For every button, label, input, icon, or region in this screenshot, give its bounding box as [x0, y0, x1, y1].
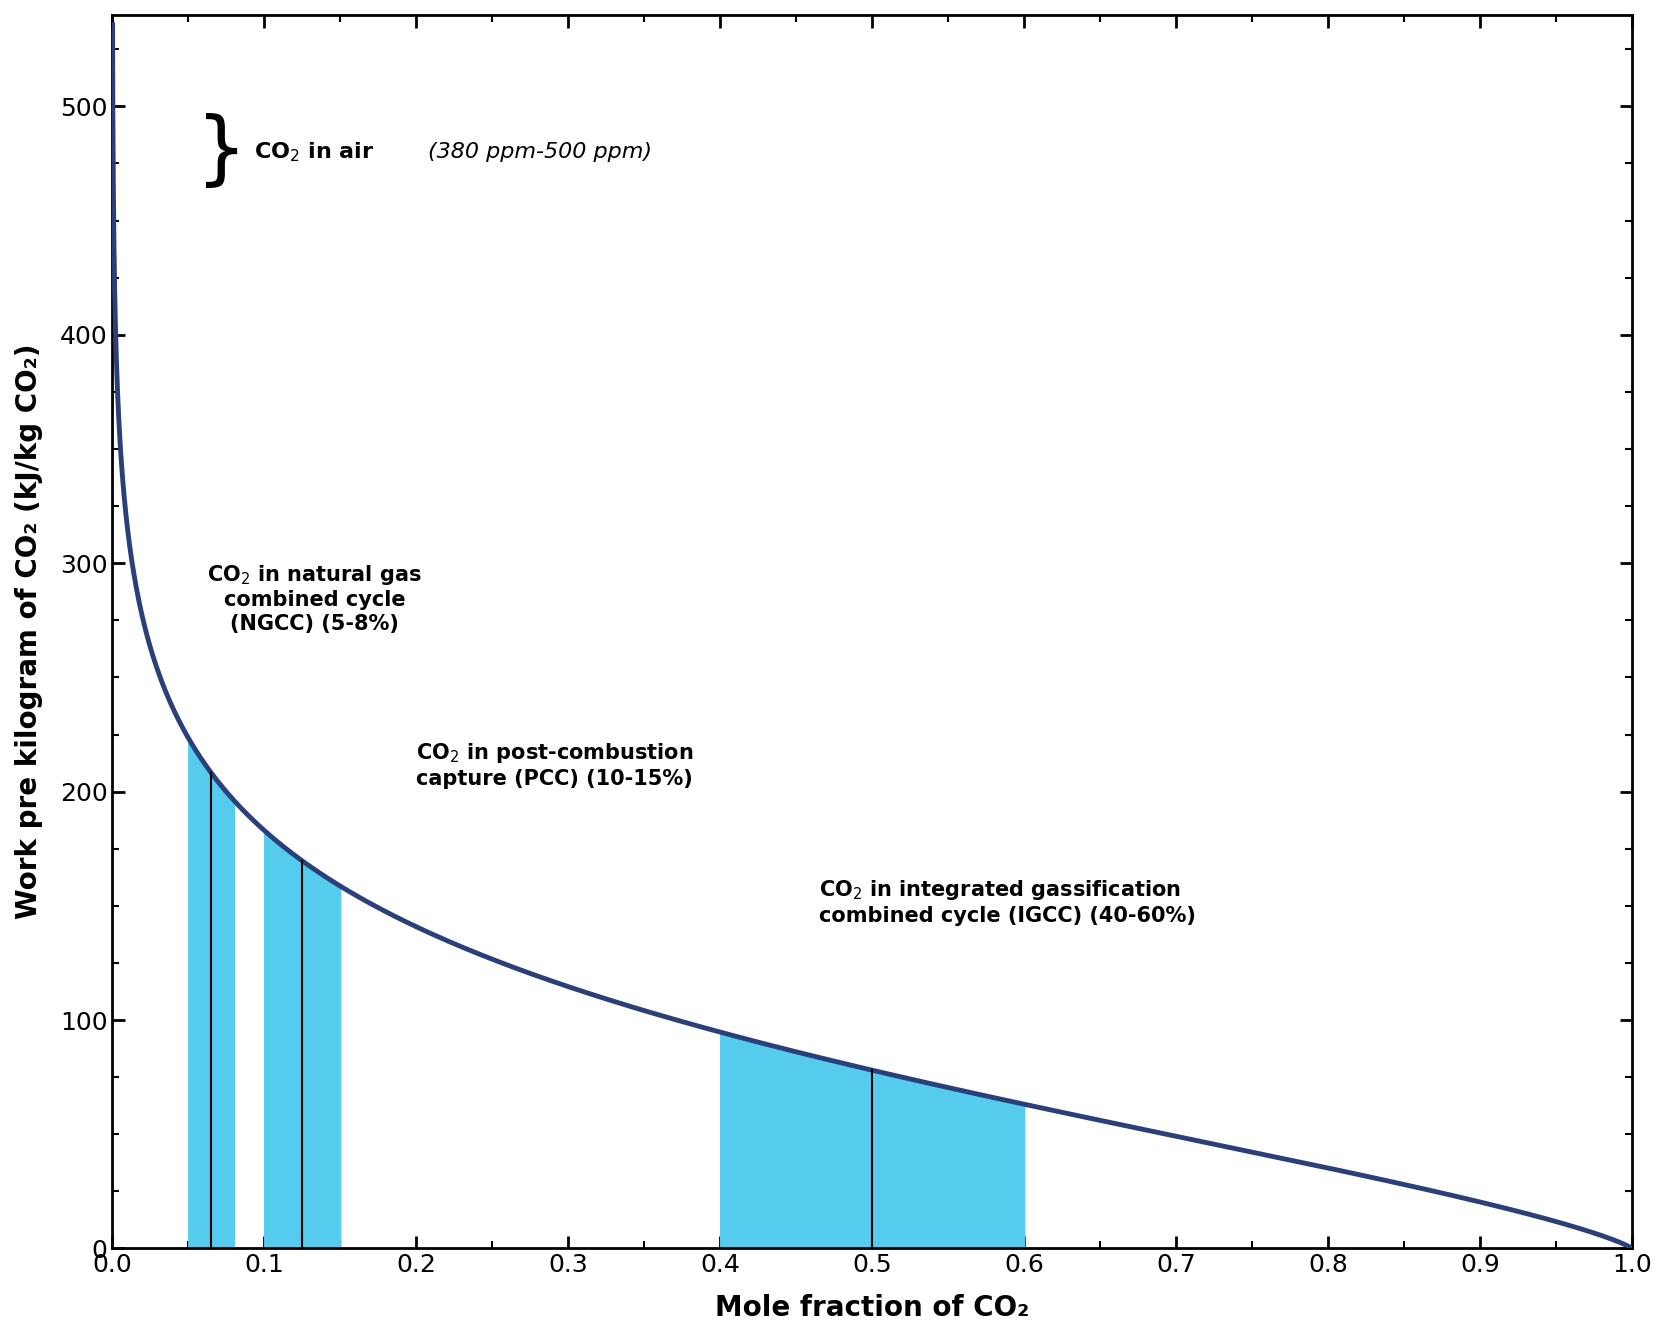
Y-axis label: Work pre kilogram of CO₂ (kJ/kg CO₂): Work pre kilogram of CO₂ (kJ/kg CO₂) — [15, 344, 43, 920]
Text: CO$_2$ in natural gas
combined cycle
(NGCC) (5-8%): CO$_2$ in natural gas combined cycle (NG… — [207, 563, 422, 634]
Text: CO$_2$ in integrated gassification
combined cycle (IGCC) (40-60%): CO$_2$ in integrated gassification combi… — [818, 878, 1195, 925]
Text: CO$_2$ in post-combustion
capture (PCC) (10-15%): CO$_2$ in post-combustion capture (PCC) … — [417, 742, 693, 789]
Text: CO$_2$ in air: CO$_2$ in air — [253, 140, 373, 164]
Text: (380 ppm-500 ppm): (380 ppm-500 ppm) — [428, 142, 652, 162]
X-axis label: Mole fraction of CO₂: Mole fraction of CO₂ — [715, 1294, 1029, 1322]
Text: }: } — [195, 114, 247, 191]
